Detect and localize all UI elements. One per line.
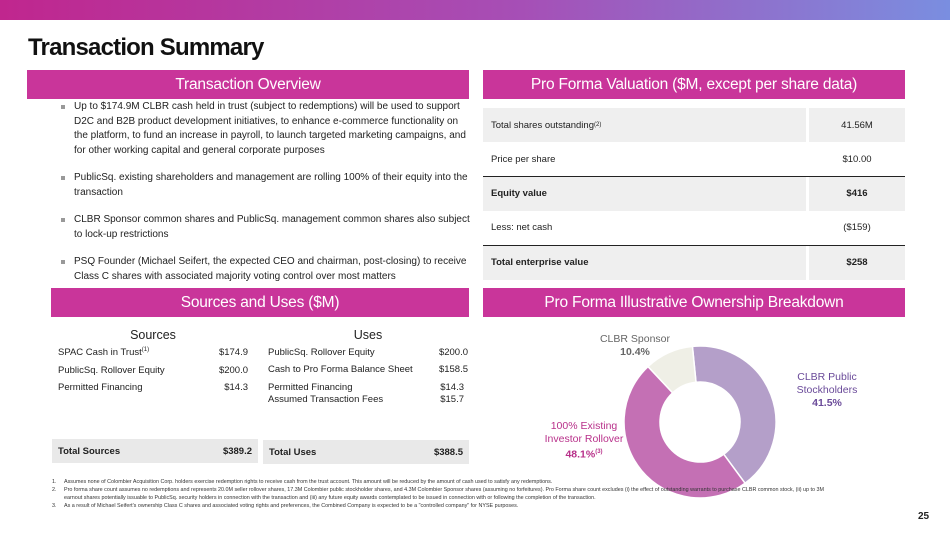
sources-label: SPAC Cash in Trust (58, 347, 142, 359)
page-title: Transaction Summary (28, 34, 264, 61)
sources-total-row: Total Sources $389.2 (52, 439, 258, 463)
sources-total-label: Total Sources (58, 445, 121, 457)
valuation-table: Total shares outstanding (2) 41.56M Price… (483, 108, 905, 280)
valuation-label: Price per share (491, 153, 556, 165)
section-header-sources-uses: Sources and Uses ($M) (51, 288, 469, 317)
sources-label: PublicSq. Rollover Equity (58, 365, 165, 376)
footnote: 2. Pro forma share count assumes no redem… (52, 487, 825, 501)
valuation-label: Less: net cash (491, 222, 553, 234)
uses-row: Assumed Transaction Fees $15.7 (268, 394, 464, 405)
valuation-label: Total shares outstanding (491, 119, 594, 131)
donut-slice (623, 365, 747, 499)
section-header-overview: Transaction Overview (27, 70, 469, 99)
uses-total-value: $388.5 (433, 446, 463, 458)
ownership-donut-chart (623, 345, 777, 499)
valuation-row: Less: net cash ($159) (483, 211, 905, 246)
uses-heading: Uses (353, 328, 383, 342)
uses-label: Permitted Financing (268, 382, 353, 393)
uses-value: $200.0 (438, 347, 468, 358)
uses-row: Permitted Financing $14.3 (268, 382, 464, 393)
section-header-ownership: Pro Forma Illustrative Ownership Breakdo… (483, 288, 905, 317)
sponsor-label: CLBR Sponsor 10.4% (590, 333, 680, 359)
valuation-row: Price per share $10.00 (483, 142, 905, 177)
overview-bullet-list: Up to $174.9M CLBR cash held in trust (s… (58, 100, 470, 284)
valuation-row: Total shares outstanding (2) 41.56M (483, 108, 905, 143)
slice-name: CLBR Sponsor (599, 333, 671, 345)
footnote-marker: (3) (595, 449, 603, 455)
donut-slice (691, 345, 777, 485)
uses-label: Cash to Pro Forma Balance Sheet (268, 364, 413, 375)
sources-label: Permitted Financing (58, 382, 143, 393)
footnote-marker: (2) (593, 122, 602, 129)
sources-row: PublicSq. Rollover Equity $200.0 (58, 365, 248, 376)
footnotes: 1. Assumes none of Colombier Acquisition … (52, 478, 832, 510)
existing-investor-label: 100% Existing Investor Rollover 48.1%(3) (532, 420, 636, 462)
valuation-value: $258 (806, 245, 905, 280)
top-gradient-bar (0, 0, 950, 20)
uses-value: $14.3 (440, 382, 464, 393)
footnote-marker: (1) (141, 347, 150, 353)
donut-slice (646, 345, 697, 394)
valuation-value: $416 (806, 176, 905, 212)
slice-pct: 48.1% (565, 448, 596, 461)
slice-name: CLBR Public Stockholders (796, 371, 858, 396)
overview-bullet: PSQ Founder (Michael Seifert, the expect… (58, 255, 470, 284)
valuation-label: Total enterprise value (483, 245, 806, 280)
valuation-value: 41.56M (806, 108, 905, 143)
slice-pct: 10.4% (620, 346, 650, 358)
footnote: 3. As a result of Michael Seifert's owner… (52, 503, 519, 509)
uses-total-label: Total Uses (269, 446, 317, 458)
public-stockholders-label: CLBR Public Stockholders 41.5% (785, 371, 869, 410)
uses-label: PublicSq. Rollover Equity (268, 347, 375, 358)
valuation-value: ($159) (806, 211, 905, 245)
footnote: 1. Assumes none of Colombier Acquisition … (52, 479, 553, 485)
uses-row: PublicSq. Rollover Equity $200.0 (268, 347, 468, 358)
uses-value: $15.7 (440, 394, 464, 405)
slice-pct: 41.5% (812, 397, 842, 409)
uses-value: $158.5 (438, 364, 468, 375)
overview-bullet: Up to $174.9M CLBR cash held in trust (s… (58, 100, 470, 158)
section-header-valuation: Pro Forma Valuation ($M, except per shar… (483, 70, 905, 99)
sources-value: $200.0 (218, 365, 248, 376)
uses-row: Cash to Pro Forma Balance Sheet $158.5 (268, 364, 468, 375)
sources-value: $174.9 (218, 347, 248, 358)
sources-value: $14.3 (224, 382, 248, 393)
valuation-value: $10.00 (806, 142, 905, 176)
sources-row: Permitted Financing $14.3 (58, 382, 248, 393)
valuation-row: Equity value $416 (483, 176, 905, 212)
sources-heading: Sources (130, 328, 176, 342)
uses-label: Assumed Transaction Fees (268, 394, 384, 405)
uses-total-row: Total Uses $388.5 (263, 440, 469, 464)
overview-bullet: CLBR Sponsor common shares and PublicSq.… (58, 213, 470, 242)
overview-bullet: PublicSq. existing shareholders and mana… (58, 171, 470, 200)
page-number: 25 (918, 511, 930, 522)
slice-name: 100% Existing Investor Rollover (544, 420, 624, 445)
valuation-label: Equity value (483, 176, 806, 212)
sources-total-value: $389.2 (222, 445, 252, 457)
sources-row: SPAC Cash in Trust(1) $174.9 (58, 347, 248, 358)
valuation-row: Total enterprise value $258 (483, 245, 905, 280)
